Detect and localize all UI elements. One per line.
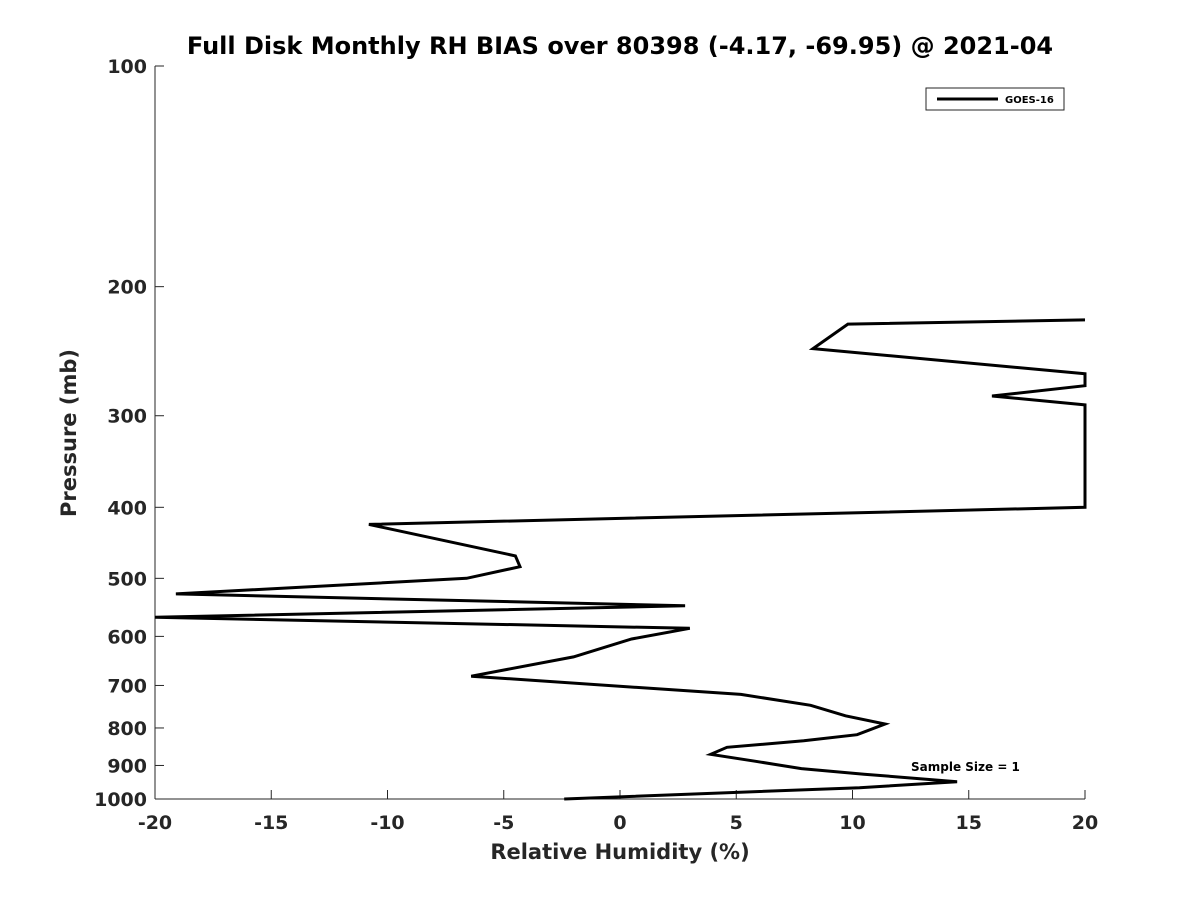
- legend: GOES-16: [925, 87, 1065, 111]
- y-tick-label: 800: [107, 718, 147, 740]
- y-tick-label: 700: [107, 675, 147, 697]
- chart-title: Full Disk Monthly RH BIAS over 80398 (-4…: [187, 32, 1053, 60]
- sample-size-annotation: Sample Size = 1: [911, 760, 1020, 774]
- x-tick-label: 0: [613, 812, 626, 834]
- x-tick-label: -20: [138, 812, 172, 834]
- x-tick-label: 15: [956, 812, 982, 834]
- y-tick-label: 100: [107, 56, 147, 78]
- x-tick-label: 20: [1072, 812, 1098, 834]
- x-tick-label: -5: [493, 812, 514, 834]
- series-line-goes-16: [154, 318, 1087, 801]
- x-tick-label: -15: [254, 812, 288, 834]
- x-tick-label: 10: [839, 812, 865, 834]
- y-tick-label: 400: [107, 497, 147, 519]
- axes: -20 -15 -10 -5 0 5 10 15 20 100 200 300 400 500 600 70…: [94, 56, 1098, 834]
- x-tick-label: 5: [730, 812, 743, 834]
- y-tick-label: 200: [107, 277, 147, 299]
- x-ticks: -20 -15 -10 -5 0 5 10 15 20: [138, 790, 1098, 834]
- y-tick-label: 300: [107, 406, 147, 428]
- x-axis-label: Relative Humidity (%): [490, 840, 749, 864]
- y-tick-label: 600: [107, 626, 147, 648]
- y-ticks: 100 200 300 400 500 600 700 800 900 1000: [94, 56, 164, 811]
- series-points: [154, 319, 1086, 800]
- x-tick-label: -10: [370, 812, 404, 834]
- legend-label-goes-16: GOES-16: [1005, 95, 1054, 106]
- y-tick-label: 500: [107, 568, 147, 590]
- y-axis-label: Pressure (mb): [57, 349, 81, 517]
- y-tick-label: 1000: [94, 789, 147, 811]
- y-tick-label: 900: [107, 755, 147, 777]
